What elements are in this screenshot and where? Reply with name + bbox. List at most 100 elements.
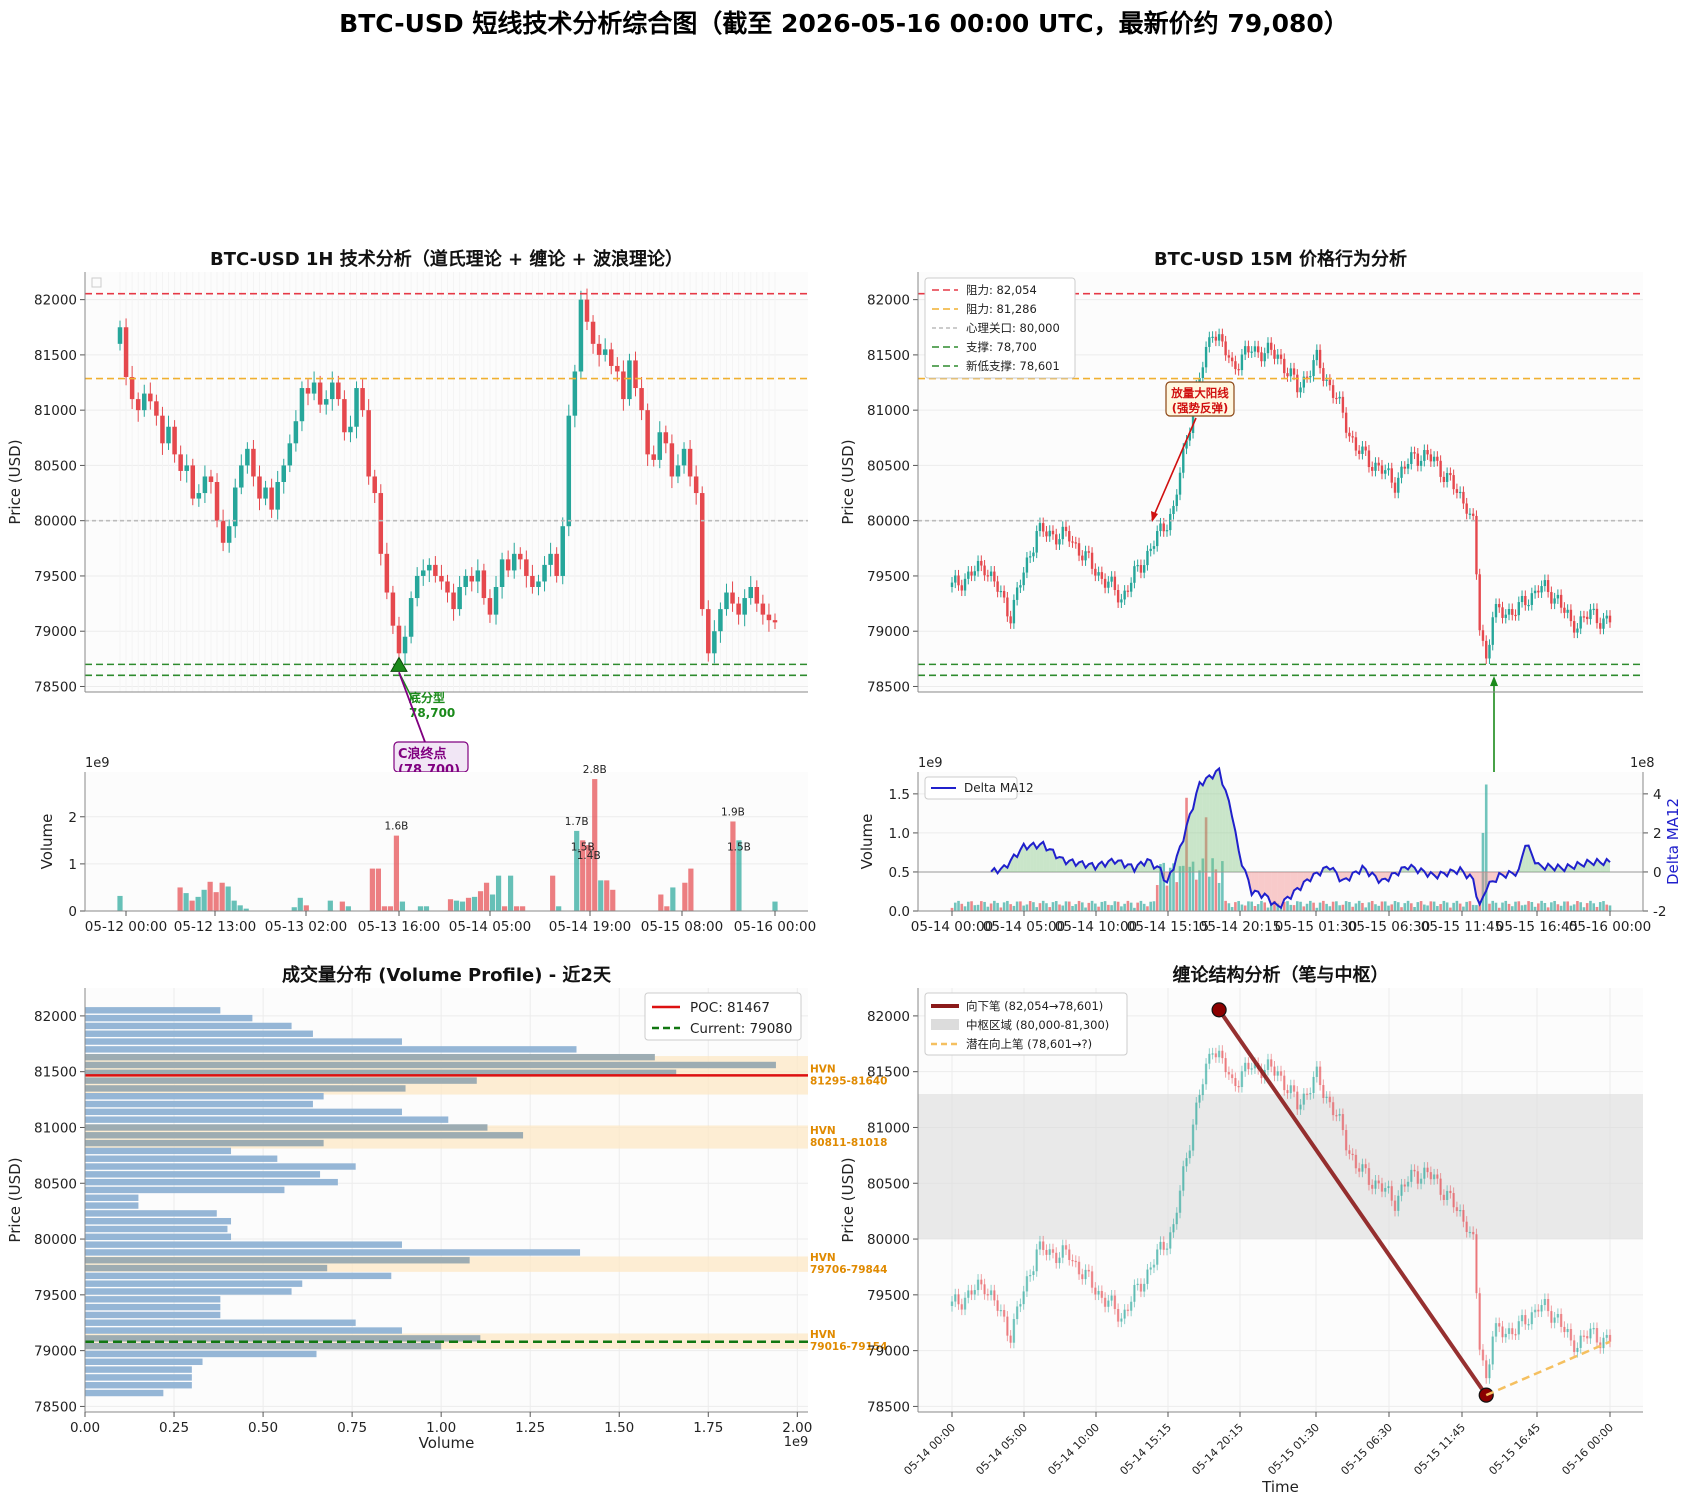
candle-body: [560, 526, 565, 576]
y2-tick-label: 4: [1653, 787, 1662, 803]
delta-fill: [1492, 871, 1496, 883]
volume-bar: [1449, 907, 1452, 911]
candle-body: [536, 581, 541, 587]
candle-body: [1182, 448, 1185, 473]
delta-fill: [1381, 871, 1386, 880]
delta-fill: [1075, 862, 1080, 872]
delta-fill: [1522, 845, 1526, 872]
volume-bar: [297, 897, 303, 911]
candle-body: [1589, 1328, 1592, 1339]
volume-bar: [586, 845, 592, 911]
volume-bar: [514, 906, 520, 911]
candle-body: [1442, 476, 1446, 482]
candle-body: [148, 393, 153, 402]
candle-body: [487, 598, 493, 615]
delta-fill: [1251, 871, 1255, 895]
volume-bar: [501, 906, 508, 911]
volume-bar: [183, 893, 189, 911]
x-tick-label: 05-15 16:45: [1496, 919, 1578, 935]
candle-body: [1439, 460, 1442, 477]
candle-body: [760, 603, 766, 615]
candle-body: [1061, 1245, 1064, 1258]
candle-body: [602, 349, 608, 355]
candle-body: [1504, 1333, 1507, 1338]
panel-volume-profile: 78500 79000 79500 80000 80500 81000 81500 82000…: [6, 964, 887, 1452]
volume-bar: [1585, 903, 1589, 911]
volume-bar: [1061, 905, 1065, 911]
candle-body: [1090, 552, 1094, 569]
pen-top-point: [1211, 1002, 1227, 1018]
candle-body: [1514, 614, 1517, 617]
delta-fill: [1212, 771, 1216, 872]
profile-bar: [85, 1100, 313, 1108]
volume-bar: [1471, 904, 1475, 911]
candle-body: [954, 1294, 957, 1302]
candle-body: [1533, 1309, 1537, 1313]
volume-bar: [953, 902, 957, 911]
volume-bar: [736, 840, 742, 911]
hvn-label: HVN: [810, 1063, 836, 1075]
candle-body: [330, 382, 335, 400]
candle-body: [1442, 1194, 1446, 1200]
candle-body: [1507, 608, 1511, 615]
legend-box: [91, 277, 102, 288]
candle-body: [1113, 576, 1117, 590]
candle-body: [1071, 541, 1074, 543]
candle-body: [1025, 1276, 1029, 1292]
candle-body: [1253, 346, 1257, 352]
candle-body: [1126, 590, 1130, 592]
candle-body: [1576, 628, 1579, 633]
profile-bar: [85, 1007, 221, 1014]
profile-bar: [85, 1077, 477, 1084]
candle-body: [590, 321, 596, 344]
x-tick-label: 05-14 05:00: [449, 919, 531, 935]
annotation-arrowhead: [1151, 511, 1158, 522]
y-tick-label: 79500: [867, 1288, 910, 1304]
y-tick-label: 80500: [867, 458, 910, 474]
candle-body: [1537, 1309, 1540, 1312]
volume-bar: [1598, 902, 1602, 911]
candle-body: [1608, 1334, 1612, 1342]
candle-body: [1270, 342, 1273, 350]
candle-body: [1592, 608, 1595, 611]
potential-up-pen-line: [1485, 1340, 1611, 1397]
candle-body: [1602, 1337, 1605, 1349]
volume-bar: [327, 900, 333, 911]
candle-body: [1341, 396, 1345, 413]
profile-bar: [85, 1288, 292, 1295]
candle-body: [390, 592, 396, 626]
y-tick-label: 1: [68, 857, 77, 873]
volume-bar: [1348, 901, 1351, 911]
y-tick-label: 0: [68, 904, 77, 920]
volume-bar: [1458, 903, 1462, 911]
candle-body: [1237, 1086, 1240, 1088]
candle-body: [1426, 1167, 1429, 1173]
x-tick-label: 2.00: [782, 1420, 812, 1436]
candle-body: [1569, 1329, 1573, 1341]
candle-body: [1299, 387, 1302, 393]
candle-body: [1136, 1283, 1139, 1286]
volume-bar: [1374, 904, 1377, 911]
candle-body: [1169, 514, 1172, 531]
candle-body: [1048, 530, 1051, 537]
candle-body: [1322, 1085, 1325, 1098]
candle-body: [190, 465, 196, 499]
delta-fill: [1219, 768, 1223, 872]
bottom-fractal-marker: [390, 656, 408, 672]
candle-body: [499, 559, 505, 587]
candle-body: [1540, 1305, 1543, 1312]
candle-body: [196, 493, 202, 499]
profile-bar: [85, 1280, 303, 1287]
candle-body: [1384, 470, 1387, 474]
candle-body: [239, 465, 244, 488]
volume-bar: [1550, 902, 1553, 911]
volume-bar: [1116, 901, 1120, 911]
volume-bar: [1058, 904, 1061, 911]
volume-bar: [1426, 905, 1429, 911]
volume-bar: [1576, 900, 1579, 911]
delta-exponent: 1e8: [1630, 756, 1655, 771]
legend-frame: [924, 277, 1076, 379]
x-tick-label: 1.50: [604, 1420, 634, 1436]
volume-bar: [1247, 901, 1250, 911]
candle-body: [1432, 456, 1436, 462]
